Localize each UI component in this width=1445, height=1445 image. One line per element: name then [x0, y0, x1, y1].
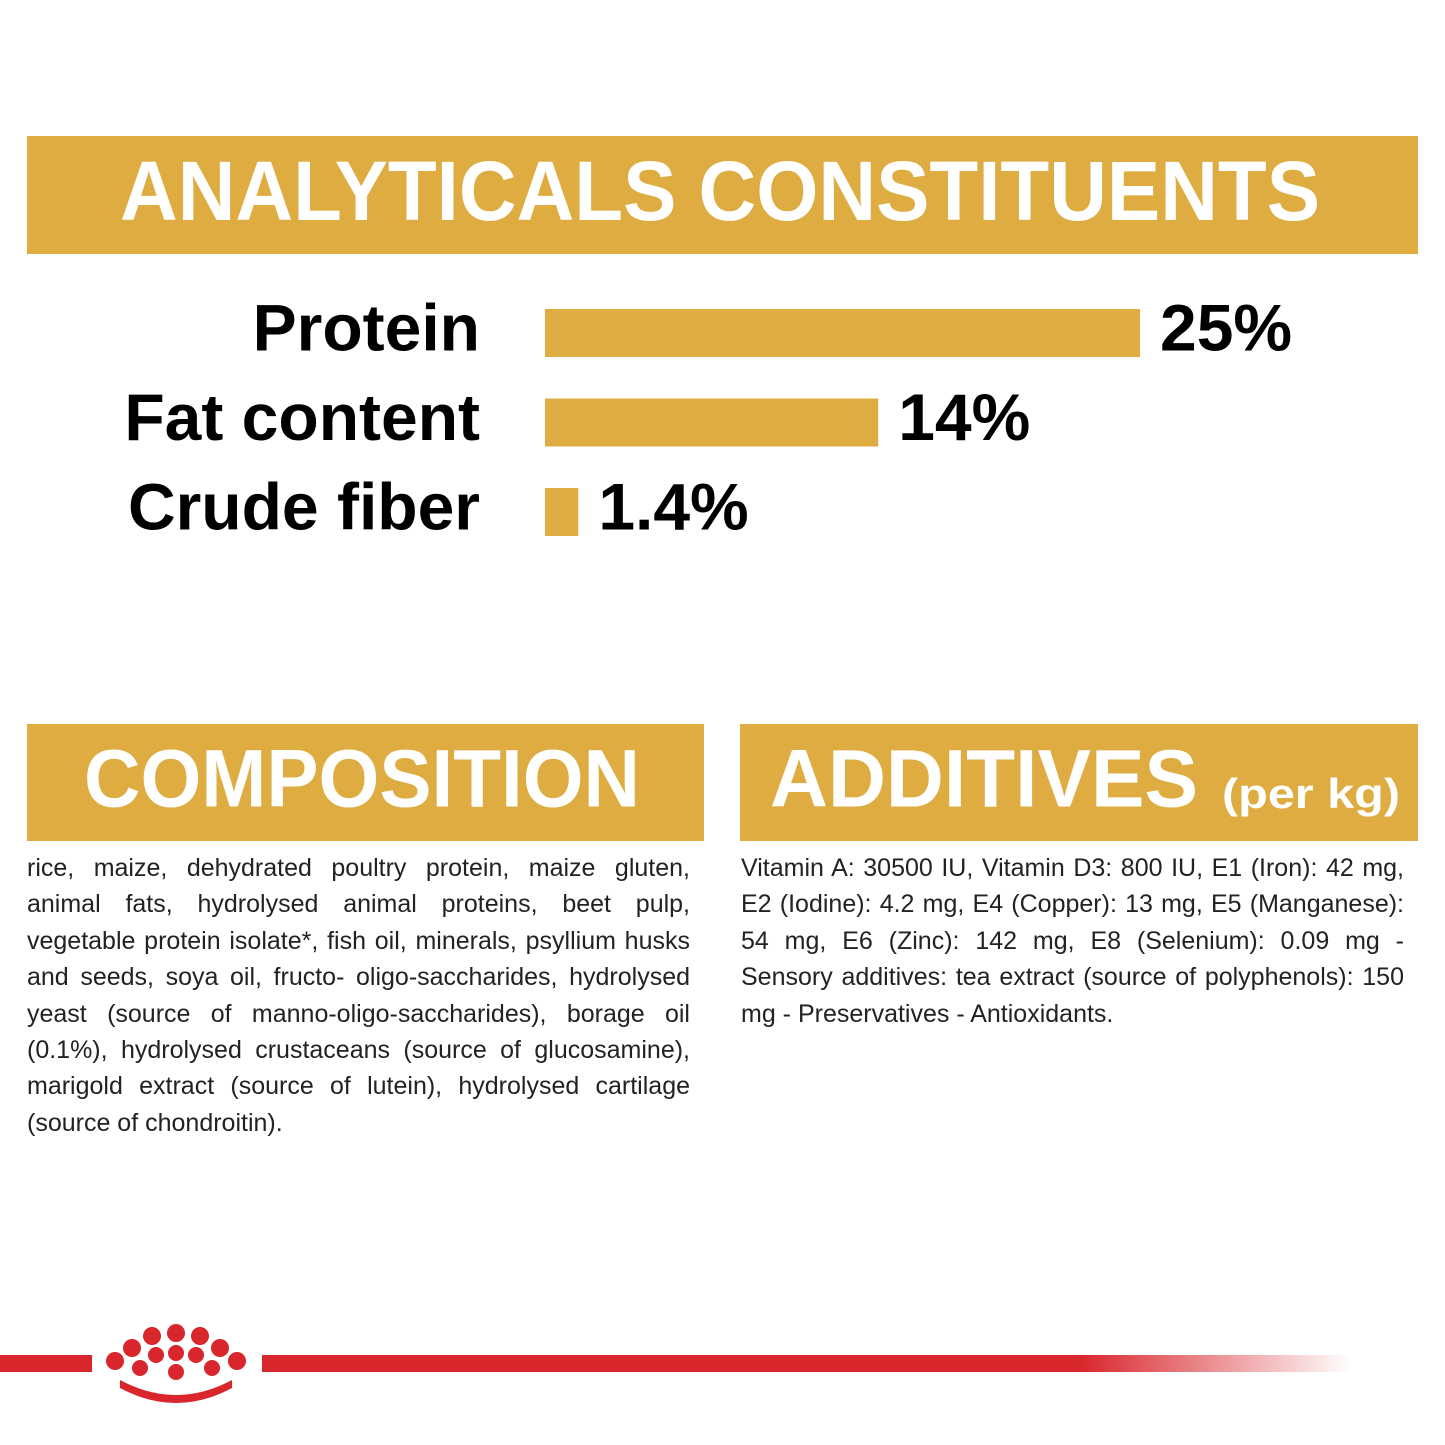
additives-subtitle: (per kg): [1222, 770, 1400, 817]
bar: [545, 398, 879, 447]
value-label: 1.4%: [598, 469, 748, 543]
chart-title: ANALYTICALS CONSTITUENTS: [120, 144, 1320, 238]
crown-logo: [106, 1324, 246, 1403]
category-label: Protein: [253, 290, 480, 364]
bar: [545, 309, 1140, 357]
composition-text: rice, maize, dehydrated poultry protein,…: [27, 854, 690, 1137]
additives-banner: [740, 724, 1418, 841]
value-label: 14%: [898, 380, 1030, 454]
value-label: 25%: [1160, 290, 1292, 364]
composition-banner: [27, 724, 704, 841]
brand-footer: [0, 1324, 1352, 1403]
red-line: [262, 1355, 1352, 1372]
bar: [545, 488, 579, 536]
composition-title: COMPOSITION: [84, 734, 640, 825]
category-label: Fat content: [124, 380, 480, 454]
additives-title: ADDITIVES: [770, 734, 1198, 825]
red-line: [0, 1355, 92, 1372]
title-banner: [27, 136, 1418, 254]
category-label: Crude fiber: [128, 469, 480, 543]
additives-text: Vitamin A: 30500 IU, Vitamin D3: 800 IU,…: [741, 854, 1404, 1028]
